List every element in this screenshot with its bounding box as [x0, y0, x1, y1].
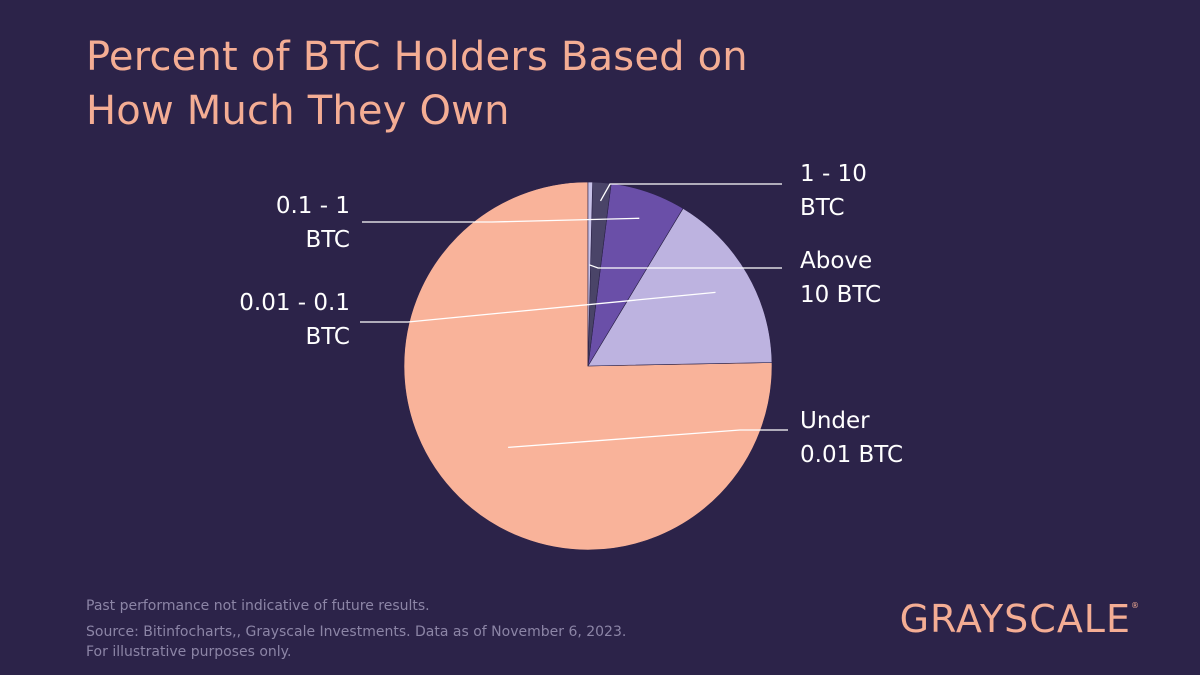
slice-label-0-01-0-1-btc: 0.01 - 0.1 BTC	[239, 290, 350, 350]
slice-label-line: BTC	[305, 324, 350, 350]
pie-slices	[403, 181, 773, 551]
slice-label-line: 0.01 - 0.1	[239, 290, 350, 316]
slice-label-line: 0.01 BTC	[800, 442, 903, 468]
chart-title-line-2: How Much They Own	[86, 88, 510, 134]
slice-label-above-10-btc: Above 10 BTC	[800, 248, 881, 308]
footer-disclaimer: Past performance not indicative of futur…	[86, 598, 430, 614]
leader-line-1-10-btc	[599, 183, 782, 202]
footer-source: Source: Bitinfocharts,, Grayscale Invest…	[86, 624, 627, 640]
slice-label-line: BTC	[800, 195, 845, 221]
slice-label-under-0-01-btc: Under 0.01 BTC	[800, 408, 903, 468]
slice-label-line: 10 BTC	[800, 282, 881, 308]
footer: Past performance not indicative of futur…	[86, 596, 626, 662]
leader-line-above-10-btc	[589, 264, 782, 269]
slice-label-0-1-1-btc: 0.1 - 1 BTC	[276, 193, 350, 253]
leader-line-0-01-0-1-btc	[360, 291, 716, 323]
pie-slice-above-10-btc	[587, 181, 593, 367]
registered-mark: ®	[1131, 601, 1140, 610]
slice-label-line: BTC	[305, 227, 350, 253]
slice-label-line: 1 - 10	[800, 161, 867, 187]
grayscale-logo: GRAYSCALE®	[900, 597, 1140, 641]
chart-title: Percent of BTC Holders Based on How Much…	[86, 30, 748, 138]
logo-text: GRAYSCALE	[899, 597, 1131, 641]
slice-label-line: Under	[800, 408, 870, 434]
chart-title-line-1: Percent of BTC Holders Based on	[86, 34, 748, 80]
slice-label-line: Above	[800, 248, 872, 274]
footer-illustrative: For illustrative purposes only.	[86, 644, 292, 660]
slice-label-line: 0.1 - 1	[276, 193, 350, 219]
leader-line-under-0-01-btc	[508, 429, 788, 449]
leader-line-0-1-1-btc	[362, 217, 640, 223]
slice-label-1-10-btc: 1 - 10 BTC	[800, 161, 867, 221]
pie-slice-0-01-0-1-btc	[587, 208, 773, 367]
leader-lines	[360, 183, 788, 449]
